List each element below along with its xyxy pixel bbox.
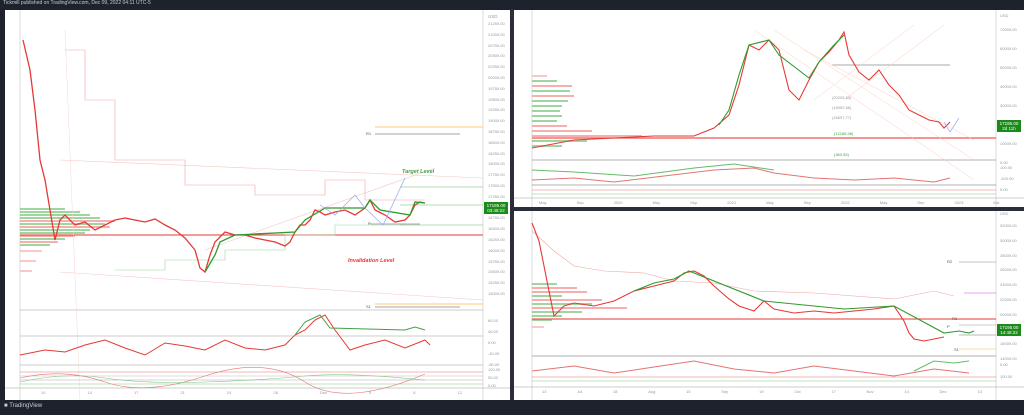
volume-profile	[532, 75, 642, 147]
fib-labels: (20205.50) (18952.66) (16697.77)	[832, 95, 852, 120]
pane-divider-vertical[interactable]	[510, 9, 514, 400]
osc-axis: 100.00 -100.00 0.00	[1000, 165, 1014, 192]
pivot-label: P	[368, 221, 371, 226]
footer-bar: ■ TradingView	[0, 400, 1024, 415]
last-price-tag: 17195.00 2d 11h	[997, 120, 1021, 132]
bottom-right-chart-canvas[interactable]	[514, 211, 1024, 400]
left-chart-canvas[interactable]: USD	[5, 10, 510, 400]
x-axis[interactable]: May Sep 2020 May Sep 2021 May Sep 2022 May Sep 2023…	[539, 200, 999, 205]
y-axis[interactable]: 70000.00 60000.00 50000.00 40000.00 30000.00…	[1000, 27, 1017, 165]
fib-label-12185: (12185.08)	[834, 131, 854, 136]
osc-axis: 0.00 100.00	[1000, 362, 1013, 379]
header-bar: Tickmill published on TradingView.com, D…	[0, 0, 1024, 9]
s1-label: S1	[954, 347, 959, 352]
tv-logo-icon: ■	[4, 403, 8, 409]
left-chart-pane[interactable]: USD 21250.00 21000.00 20750.00 20500.00 2025…	[5, 10, 510, 400]
top-right-chart-canvas[interactable]	[514, 10, 1024, 208]
osc2-axis: 100.00 50.00 0.00	[488, 367, 501, 388]
fib-label-363: (363.55)	[834, 152, 849, 157]
pivot-label: P	[947, 324, 950, 329]
r1-label: R1	[952, 316, 958, 321]
x-axis[interactable]: 13 Jul 18 Aug 15 Sep 19 Oct 17 Nov 14 Dec 13	[542, 389, 982, 394]
y-axis[interactable]: 21250.00 21000.00 20750.00 20500.00 20250.00…	[488, 21, 505, 296]
pane-divider-horizontal[interactable]	[514, 207, 1024, 211]
publish-info: Tickmill published on TradingView.com, D…	[3, 0, 151, 6]
currency-label: USD	[1000, 211, 1009, 216]
x-axis[interactable]: 10 14 17 21 24 28 Dec 5 8 12	[41, 390, 462, 395]
svg-text:USD: USD	[488, 14, 498, 19]
osc1-axis: 80.00 40.00 0.00 -40.00 -80.00	[488, 318, 500, 367]
target-level-label: Target Level	[402, 169, 435, 175]
bottom-right-chart-pane[interactable]: USD 32000.00 30000.00 28000.00 26000.00 2400…	[514, 211, 1024, 400]
r1-label: R1	[366, 131, 372, 136]
top-right-chart-pane[interactable]: USD 70000.00 60000.00 50000.00 40000.00 3000…	[514, 10, 1024, 208]
last-price-tag: 17195.00 03:48:22	[484, 202, 508, 214]
tradingview-logo[interactable]: ■ TradingView	[4, 403, 43, 409]
price-candles	[22, 39, 426, 274]
invalidation-level-label: Invalidation Level	[348, 258, 395, 264]
last-price-tag: 17195.00 14:48:22	[997, 324, 1021, 336]
y-axis[interactable]: 32000.00 30000.00 28000.00 26000.00 24000.00…	[1000, 223, 1017, 362]
r2-label: R2	[947, 259, 953, 264]
volume-profile	[532, 283, 627, 328]
s1-label: S1	[366, 304, 371, 309]
currency-label: USD	[1000, 13, 1009, 18]
